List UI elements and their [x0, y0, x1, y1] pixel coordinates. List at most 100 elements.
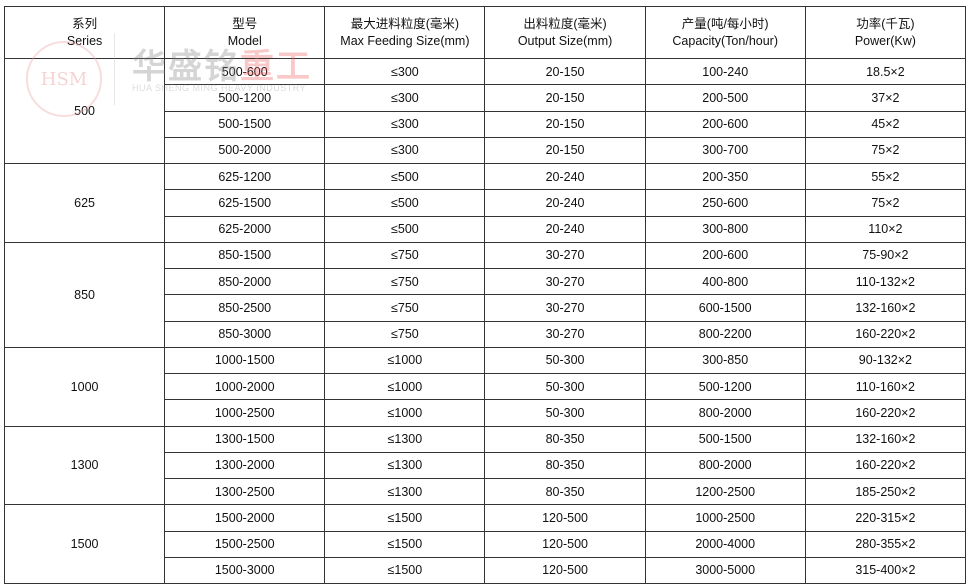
header-en: Model — [227, 33, 262, 48]
power-cell: 37×2 — [804, 84, 967, 112]
header-cn: 系列 — [72, 16, 98, 31]
header-model: 型号 Model — [164, 6, 326, 59]
model-cell: 1500-3000 — [164, 556, 326, 585]
table-row: 500-2000 ≤300 20-150 300-700 75×2 — [5, 136, 967, 165]
table-row: 625 625-1200 ≤500 20-240 200-350 55×2 — [3, 162, 967, 243]
header-cn: 最大进料粒度(毫米) — [350, 16, 460, 31]
capacity-cell: 400-800 — [644, 267, 806, 296]
power-cell: 110-160×2 — [804, 372, 967, 401]
header-cn: 出料粒度(毫米) — [523, 16, 607, 31]
model-cell: 500-1200 — [164, 84, 326, 112]
feed-size-cell: ≤1300 — [324, 425, 486, 453]
capacity-cell: 200-500 — [644, 84, 806, 112]
series-cell: 1000 — [3, 346, 166, 427]
feed-size-cell: ≤1000 — [324, 399, 486, 427]
power-cell: 220-315×2 — [804, 504, 967, 532]
output-size-cell: 30-270 — [484, 294, 646, 322]
header-series: 系列 Series — [3, 6, 166, 59]
header-en: Series — [66, 33, 103, 48]
output-size-cell: 20-150 — [484, 84, 646, 112]
table-row: 1000 1000-1500 ≤1000 50-300 300-850 90-132×2 — [3, 346, 967, 427]
series-cell: 1300 — [3, 425, 166, 506]
capacity-cell: 600-1500 — [644, 294, 806, 322]
output-size-cell: 120-500 — [484, 556, 646, 585]
feed-size-cell: ≤500 — [324, 189, 486, 217]
capacity-cell: 200-600 — [644, 110, 806, 138]
output-size-cell: 20-150 — [484, 57, 646, 86]
header-output: 出料粒度(毫米) Output Size(mm) — [484, 6, 646, 59]
power-cell: 132-160×2 — [804, 294, 967, 322]
power-cell: 45×2 — [804, 110, 967, 138]
output-size-cell: 20-150 — [484, 110, 646, 138]
capacity-cell: 1000-2500 — [644, 504, 806, 532]
table-row: 625-1500 ≤500 20-240 250-600 75×2 — [5, 189, 967, 217]
output-size-cell: 20-240 — [484, 162, 646, 191]
model-cell: 500-2000 — [164, 136, 326, 165]
table-row: 1300-2500 ≤1300 80-350 1200-2500 185-250×2 — [5, 477, 967, 506]
table-row: 500 500-600 ≤300 20-150 100-240 18.5×2 — [3, 57, 967, 164]
feed-size-cell: ≤750 — [324, 294, 486, 322]
feed-size-cell: ≤1300 — [324, 477, 486, 506]
series-cell: 500 — [3, 58, 166, 164]
power-cell: 55×2 — [804, 162, 967, 191]
table-row: 500-1500 ≤300 20-150 200-600 45×2 — [5, 110, 967, 138]
model-cell: 1000-1500 — [164, 346, 326, 375]
table-row: 1500 1500-2000 ≤1500 120-500 1000-2500 220-31… — [3, 504, 967, 584]
capacity-cell: 200-350 — [644, 162, 806, 191]
model-cell: 625-1500 — [164, 189, 326, 217]
power-cell: 75×2 — [804, 189, 967, 217]
header-en: Power(Kw) — [854, 33, 916, 48]
feed-size-cell: ≤1300 — [324, 451, 486, 480]
output-size-cell: 120-500 — [484, 504, 646, 532]
model-cell: 625-1200 — [164, 162, 326, 191]
power-cell: 90-132×2 — [804, 346, 967, 375]
output-size-cell: 20-150 — [484, 136, 646, 165]
capacity-cell: 200-600 — [644, 241, 806, 270]
output-size-cell: 80-350 — [484, 425, 646, 453]
feed-size-cell: ≤300 — [324, 57, 486, 86]
capacity-cell: 100-240 — [644, 57, 806, 86]
table-row: 850 850-1500 ≤750 30-270 200-600 75-90×2 — [3, 241, 967, 348]
output-size-cell: 50-300 — [484, 399, 646, 427]
table-row: 850-2000 ≤750 30-270 400-800 110-132×2 — [5, 267, 967, 296]
header-cn: 功率(千瓦) — [856, 16, 915, 31]
feed-size-cell: ≤1500 — [324, 504, 486, 532]
feed-size-cell: ≤750 — [324, 267, 486, 296]
power-cell: 160-220×2 — [804, 451, 967, 480]
model-cell: 850-2000 — [164, 267, 326, 296]
series-cell: 1500 — [3, 504, 166, 584]
output-size-cell: 20-240 — [484, 215, 646, 243]
capacity-cell: 800-2000 — [644, 399, 806, 427]
table-row: 1000-2000 ≤1000 50-300 500-1200 110-160×2 — [5, 372, 967, 401]
model-cell: 1500-2000 — [164, 504, 326, 532]
feed-size-cell: ≤300 — [324, 110, 486, 138]
output-size-cell: 120-500 — [484, 530, 646, 558]
table-row: 500-1200 ≤300 20-150 200-500 37×2 — [5, 84, 967, 112]
header-power: 功率(千瓦) Power(Kw) — [804, 6, 967, 59]
output-size-cell: 50-300 — [484, 372, 646, 401]
capacity-cell: 500-1500 — [644, 425, 806, 453]
model-cell: 625-2000 — [164, 215, 326, 243]
table-row: 1500-3000 ≤1500 120-500 3000-5000 315-400×2 — [5, 556, 967, 585]
model-cell: 850-2500 — [164, 294, 326, 322]
model-cell: 1300-2000 — [164, 451, 326, 480]
capacity-cell: 2000-4000 — [644, 530, 806, 558]
model-cell: 500-600 — [164, 57, 326, 86]
power-cell: 160-220×2 — [804, 320, 967, 348]
header-en: Capacity(Ton/hour) — [672, 33, 778, 48]
capacity-cell: 3000-5000 — [644, 556, 806, 585]
output-size-cell: 30-270 — [484, 267, 646, 296]
table-row: 1300 1300-1500 ≤1300 80-350 500-1500 132-160×… — [3, 425, 967, 506]
power-cell: 110×2 — [804, 215, 967, 243]
feed-size-cell: ≤300 — [324, 84, 486, 112]
header-capacity: 产量(吨/每小时) Capacity(Ton/hour) — [644, 6, 806, 59]
header-feed: 最大进料粒度(毫米) Max Feeding Size(mm) — [324, 6, 486, 59]
capacity-cell: 250-600 — [644, 189, 806, 217]
header-en: Max Feeding Size(mm) — [340, 33, 470, 48]
table-row: 625-2000 ≤500 20-240 300-800 110×2 — [5, 215, 967, 243]
power-cell: 185-250×2 — [804, 477, 967, 506]
header-row: 系列 Series 型号 Model 最大进料粒度(毫米) Max Feeding S… — [3, 6, 967, 59]
output-size-cell: 80-350 — [484, 451, 646, 480]
capacity-cell: 1200-2500 — [644, 477, 806, 506]
model-cell: 850-1500 — [164, 241, 326, 270]
